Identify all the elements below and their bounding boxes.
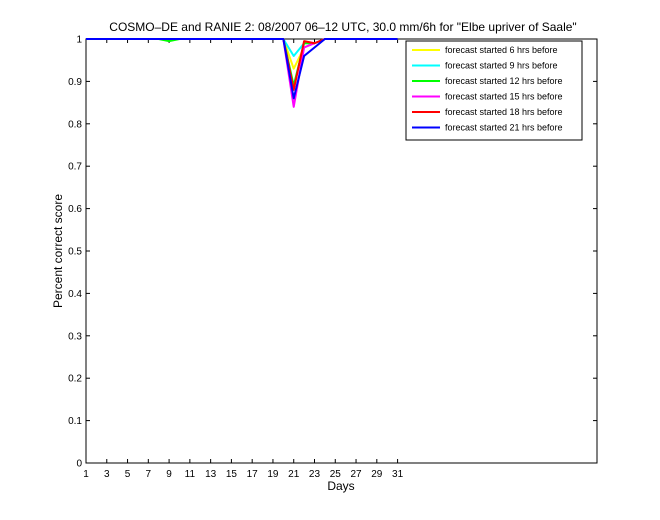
- y-tick-label: 0: [76, 459, 82, 470]
- chart-title: COSMO–DE and RANIE 2: 08/2007 06–12 UTC,…: [109, 20, 576, 34]
- legend-label: forecast started 21 hrs before: [445, 123, 563, 133]
- x-axis: 1 3 5 7 9 11 13 15 17 19 21 23 25 27 29 31: [83, 39, 404, 480]
- y-tick-label: 0.2: [68, 374, 82, 385]
- y-tick-label: 0.7: [68, 162, 82, 173]
- legend-box: [405, 40, 583, 141]
- x-tick-label: 19: [267, 469, 279, 480]
- x-tick-label: 7: [146, 469, 152, 480]
- x-tick-label: 17: [247, 469, 259, 480]
- x-axis-label: Days: [327, 479, 354, 493]
- y-axis-label: Percent correct score: [51, 194, 65, 308]
- x-tick-label: 15: [226, 469, 238, 480]
- legend-label: forecast started 15 hrs before: [445, 92, 563, 102]
- legend: forecast started 6 hrs before forecast st…: [405, 40, 583, 141]
- y-tick-label: 0.4: [68, 289, 82, 300]
- x-tick-label: 23: [309, 469, 321, 480]
- x-tick-label: 3: [104, 469, 110, 480]
- y-tick-label: 0.1: [68, 416, 82, 427]
- y-tick-label: 0.8: [68, 119, 82, 130]
- x-tick-label: 21: [288, 469, 300, 480]
- legend-label: forecast started 6 hrs before: [445, 45, 558, 55]
- x-tick-label: 13: [205, 469, 217, 480]
- x-tick-label: 1: [83, 469, 89, 480]
- y-tick-label: 0.6: [68, 204, 82, 215]
- x-tick-label: 31: [392, 469, 404, 480]
- y-tick-label: 0.9: [68, 77, 82, 88]
- legend-label: forecast started 18 hrs before: [445, 107, 563, 117]
- y-tick-label: 0.5: [68, 247, 82, 258]
- series-line-6: [86, 38, 398, 100]
- x-tick-label: 11: [185, 469, 196, 480]
- legend-label: forecast started 9 hrs before: [445, 61, 558, 71]
- x-tick-label: 29: [371, 469, 383, 480]
- x-tick-label: 5: [125, 469, 131, 480]
- x-tick-label: 27: [350, 469, 362, 480]
- y-tick-label: 1: [76, 35, 82, 46]
- series-lines: [86, 38, 398, 108]
- x-tick-label: 25: [330, 469, 342, 480]
- y-axis: 0 0.1 0.2 0.3 0.4 0.5 0.6 0.7 0.8 0.9 1: [68, 35, 597, 470]
- x-tick-label: 9: [166, 469, 172, 480]
- legend-label: forecast started 12 hrs before: [445, 76, 563, 86]
- y-tick-label: 0.3: [68, 331, 82, 342]
